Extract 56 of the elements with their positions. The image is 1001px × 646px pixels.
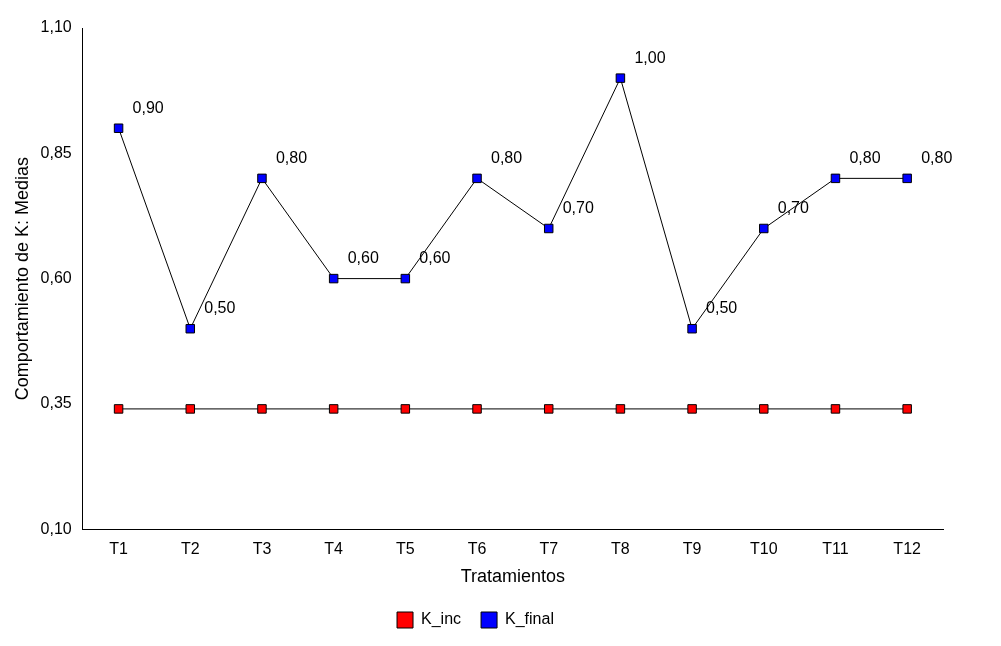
y-tick-label: 0,10 (40, 519, 72, 537)
y-axis-title: Comportamiento de K: Medias (11, 157, 32, 401)
point (113, 123, 124, 133)
point (759, 404, 769, 414)
x-tick-label: T8 (611, 540, 630, 558)
y-tick-label: 0,60 (40, 269, 72, 287)
x-tick-label: T12 (893, 540, 922, 558)
point (615, 73, 626, 83)
point (185, 404, 196, 414)
x-tick-label: T11 (822, 540, 849, 558)
point (472, 404, 482, 414)
data-label: 0,80 (849, 148, 881, 166)
data-label: 0,80 (275, 148, 308, 166)
data-label: 0,70 (562, 198, 594, 216)
point (257, 173, 267, 184)
data-label: 0,80 (491, 148, 523, 166)
point (615, 404, 626, 414)
point (472, 173, 482, 184)
data-label: 0,60 (347, 249, 379, 267)
point (902, 173, 912, 184)
legend-label: K_final (505, 610, 554, 629)
data-label: 0,80 (921, 148, 953, 166)
y-tick-label: 1,10 (40, 18, 72, 36)
data-label: 0,50 (204, 299, 236, 317)
point (328, 404, 339, 414)
point (185, 323, 196, 334)
x-tick-label: T7 (539, 540, 559, 558)
point (830, 404, 841, 414)
point (687, 404, 697, 414)
x-tick-label: T10 (749, 540, 778, 558)
legend-label: K_inc (421, 610, 462, 629)
point (400, 404, 411, 414)
x-tick-label: T5 (396, 540, 415, 558)
x-tick-label: T2 (180, 540, 200, 558)
point (902, 404, 912, 414)
point (328, 273, 339, 284)
y-tick-label: 0,85 (40, 143, 72, 161)
x-tick-label: T3 (252, 540, 272, 558)
x-axis-title: Tratamientos (460, 566, 566, 587)
data-label: 0,50 (706, 299, 738, 317)
data-label: 0,60 (419, 249, 451, 267)
point (543, 223, 554, 234)
x-tick-label: T9 (682, 540, 702, 558)
point (759, 223, 769, 234)
x-tick-label: T6 (467, 540, 487, 558)
data-label: 1,00 (634, 48, 666, 66)
point (830, 173, 841, 184)
x-tick-label: T4 (324, 540, 344, 558)
point (543, 404, 554, 414)
x-tick-label: T1 (109, 540, 129, 558)
point (113, 404, 124, 414)
data-label: 0,90 (132, 98, 164, 116)
point (687, 323, 697, 334)
point (400, 273, 411, 284)
y-tick-label: 0,35 (40, 394, 72, 412)
point (257, 404, 267, 414)
